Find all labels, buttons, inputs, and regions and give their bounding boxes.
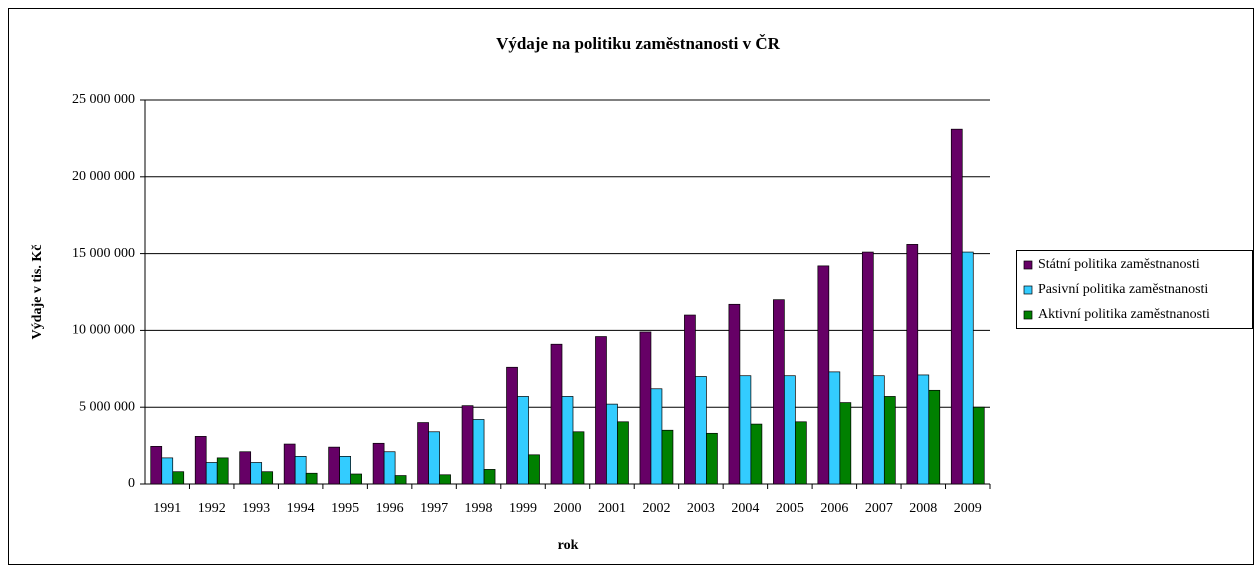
x-tick-label: 1994 <box>287 501 315 516</box>
bar <box>150 446 163 485</box>
bar <box>350 473 362 485</box>
bar <box>728 303 741 485</box>
bar <box>205 462 218 485</box>
bar <box>684 314 696 485</box>
y-axis-label: Výdaje v tis. Kč <box>30 245 45 340</box>
bar <box>695 376 707 485</box>
bar <box>439 474 451 485</box>
x-tick-label: 2002 <box>642 501 670 516</box>
bar <box>328 446 340 485</box>
bar <box>917 374 930 485</box>
bar <box>461 405 474 485</box>
bar <box>483 469 496 485</box>
bar <box>839 402 852 485</box>
y-tick-label: 20 000 000 <box>72 169 135 184</box>
x-tick-label: 1998 <box>465 501 493 516</box>
bar <box>617 421 629 485</box>
bar <box>883 396 896 485</box>
legend-swatch <box>1023 260 1033 270</box>
bar <box>650 388 663 485</box>
bar <box>528 454 540 485</box>
bar <box>394 475 407 485</box>
bar <box>194 436 207 485</box>
x-tick-label: 1993 <box>242 501 270 516</box>
chart-title: Výdaje na politiku zaměstnanosti v ČR <box>496 34 781 53</box>
bar <box>339 456 351 485</box>
bar <box>661 429 674 485</box>
bar <box>283 443 296 485</box>
x-tick-label: 2007 <box>865 501 893 516</box>
bar <box>250 462 263 485</box>
x-tick-label: 2000 <box>554 501 582 516</box>
bar <box>305 472 318 485</box>
y-tick-label: 0 <box>128 476 135 491</box>
bar <box>294 456 307 485</box>
bar <box>472 419 485 485</box>
bar <box>906 244 919 485</box>
x-tick-label: 2008 <box>909 501 937 516</box>
bar <box>784 375 796 485</box>
x-tick-label: 2006 <box>820 501 848 516</box>
bar <box>872 375 885 485</box>
x-tick-label: 1992 <box>198 501 226 516</box>
bar <box>773 299 785 485</box>
bar <box>216 457 229 485</box>
x-tick-label: 2003 <box>687 501 715 516</box>
bar <box>639 331 652 485</box>
x-tick-label: 2001 <box>598 501 626 516</box>
bar <box>928 389 941 485</box>
legend-label: Pasivní politika zaměstnanosti <box>1038 282 1208 297</box>
x-tick-label: 1996 <box>376 501 404 516</box>
bar <box>417 422 429 485</box>
x-tick-label: 2004 <box>731 501 759 516</box>
bar <box>372 442 385 485</box>
bar <box>595 336 607 485</box>
bar <box>428 431 440 485</box>
x-tick-label: 1991 <box>153 501 181 516</box>
bar <box>817 265 830 485</box>
legend-label: Státní politika zaměstnanosti <box>1038 257 1200 272</box>
bar <box>383 451 396 485</box>
legend-swatch <box>1023 310 1033 320</box>
y-tick-label: 10 000 000 <box>72 323 135 338</box>
x-tick-label: 2009 <box>954 501 982 516</box>
bar <box>172 471 185 485</box>
y-tick-label: 15 000 000 <box>72 246 135 261</box>
bar <box>861 251 874 485</box>
bar <box>828 371 841 485</box>
bar <box>795 421 807 485</box>
bar <box>261 471 274 485</box>
y-tick-label: 25 000 000 <box>72 92 135 107</box>
bar <box>517 396 529 485</box>
legend-swatch <box>1023 285 1033 295</box>
legend-label: Aktivní politika zaměstnanosti <box>1038 307 1210 322</box>
bar <box>606 403 618 485</box>
bar <box>561 396 574 485</box>
bar <box>239 451 252 485</box>
bar <box>161 457 174 485</box>
bar <box>950 128 963 485</box>
bar <box>961 251 974 485</box>
x-tick-label: 1995 <box>331 501 359 516</box>
bar <box>739 375 752 485</box>
x-axis-label: rok <box>558 538 579 553</box>
y-tick-label: 5 000 000 <box>79 399 135 414</box>
legend <box>1016 250 1253 329</box>
bar <box>550 343 563 485</box>
x-tick-label: 1997 <box>420 501 448 516</box>
bar <box>506 366 518 485</box>
bar <box>706 432 718 485</box>
x-tick-label: 2005 <box>776 501 804 516</box>
bar <box>572 431 585 485</box>
bar <box>750 423 763 485</box>
bar <box>972 406 985 485</box>
x-tick-label: 1999 <box>509 501 537 516</box>
